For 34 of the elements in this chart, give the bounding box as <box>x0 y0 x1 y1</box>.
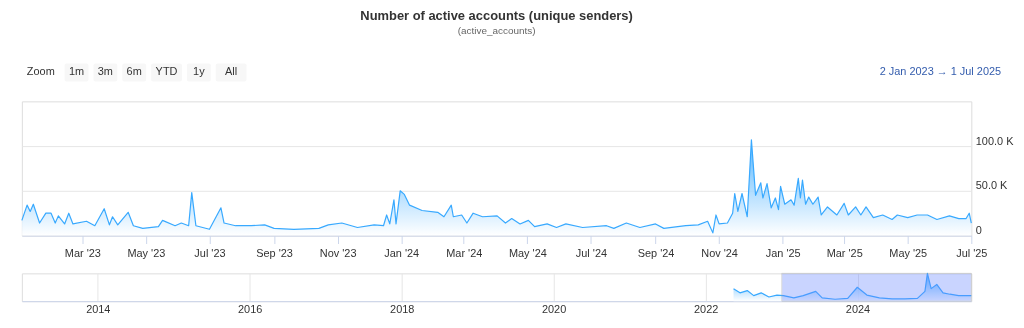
y-tick-label: 50.0 K <box>975 179 1009 192</box>
x-tick-label: Jul '24 <box>575 246 608 259</box>
y-tick-label: 100.0 K <box>975 134 1015 147</box>
x-tick-label: Nov '24 <box>701 246 738 259</box>
text: 1y <box>193 65 206 78</box>
x-tick-label: 2020 <box>541 302 567 315</box>
x-tick-label: Mar '24 <box>446 246 483 259</box>
x-tick-label: Mar '25 <box>826 246 863 259</box>
x-tick-label: 2018 <box>390 302 415 315</box>
x-tick-label: 2016 <box>238 302 263 315</box>
x-tick-label: Jul '25 <box>956 246 988 259</box>
x-tick-label: Jan '25 <box>765 246 801 259</box>
x-tick-label: 2014 <box>86 302 111 315</box>
text: 6m <box>126 65 142 78</box>
x-tick-label: May '24 <box>508 246 547 259</box>
x-tick-label: Sep '23 <box>256 246 293 259</box>
text: All <box>225 65 238 78</box>
text: 2 Jan 2023 → 1 Jul 2025 <box>879 65 1002 78</box>
x-tick-label: May '23 <box>127 246 166 259</box>
chart-title: Number of active accounts (unique senders) <box>360 7 633 23</box>
chart-subtitle: (active_accounts) <box>457 24 536 36</box>
text: YTD <box>155 65 178 78</box>
x-tick-label: Nov '23 <box>319 246 357 259</box>
x-tick-label: May '25 <box>889 246 928 259</box>
x-tick-label: Sep '24 <box>637 246 675 259</box>
x-tick-label: Mar '23 <box>64 246 101 259</box>
x-tick-label: 2024 <box>845 302 871 315</box>
text: 3m <box>97 65 113 78</box>
x-tick-label: Jan '24 <box>384 246 420 259</box>
text: Zoom <box>26 65 55 78</box>
x-tick-label: 2022 <box>694 302 719 315</box>
x-tick-label: Jul '23 <box>194 246 226 259</box>
y-tick-label: 0 <box>975 224 982 237</box>
text: 1m <box>68 65 85 78</box>
